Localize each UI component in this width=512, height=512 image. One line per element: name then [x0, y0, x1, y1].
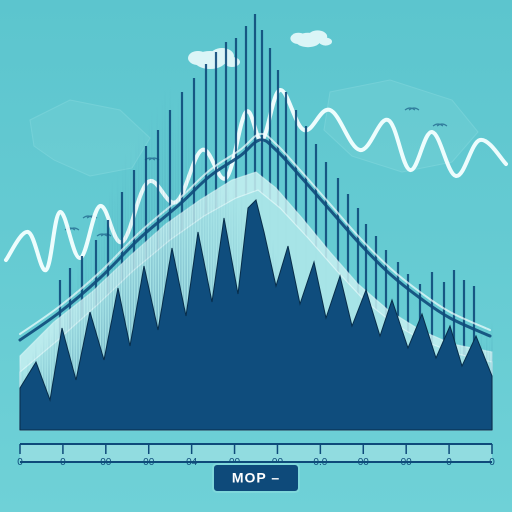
- label-badge-text: MOP –: [232, 470, 280, 486]
- chart-svg: 0000000400000.0000000MOP –: [0, 0, 512, 512]
- label-badge: MOP –: [213, 464, 299, 492]
- chart-stage: 0000000400000.0000000MOP –: [0, 0, 512, 512]
- axis-strip: [20, 444, 492, 462]
